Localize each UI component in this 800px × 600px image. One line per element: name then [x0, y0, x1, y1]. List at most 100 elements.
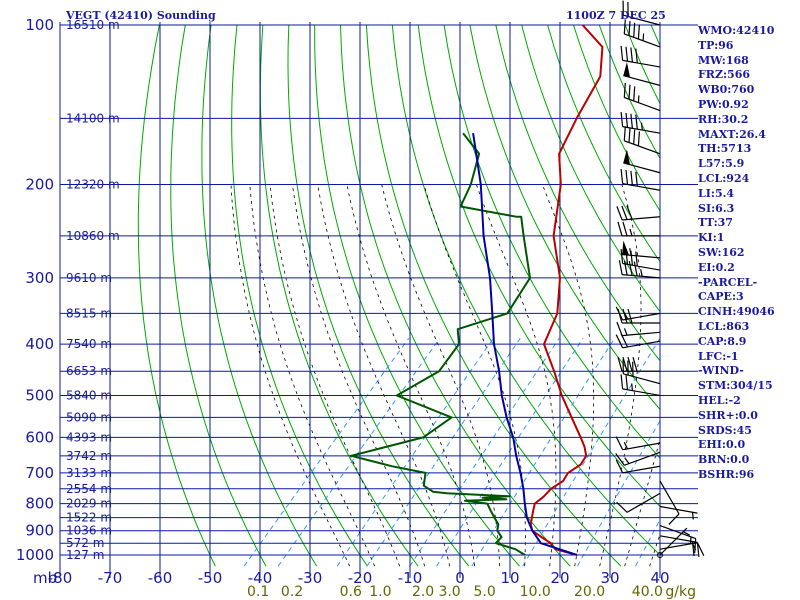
index-item: SRDS:45 — [698, 423, 752, 437]
index-item: LFC:-1 — [698, 349, 739, 363]
dry-adiabat — [417, 24, 660, 508]
height-label: 6653 m — [66, 364, 112, 378]
temperature-tick-label: 10 — [500, 569, 519, 587]
temperature-tick-label: -50 — [198, 569, 223, 587]
temperature-tick-label: -30 — [298, 569, 323, 587]
index-item: SI:6.3 — [698, 201, 735, 215]
index-item: SW:162 — [698, 245, 745, 259]
wind-barb — [615, 459, 661, 474]
mixing-ratio-label: 0.2 — [281, 584, 303, 600]
moist-adiabat — [542, 184, 595, 567]
moist-adiabat — [346, 184, 476, 567]
wind-barb — [616, 321, 661, 337]
index-item: TH:5713 — [698, 142, 752, 156]
wind-barb — [620, 45, 661, 68]
mixing-ratio-label: 3.0 — [438, 584, 460, 600]
dry-adiabat — [201, 24, 318, 567]
height-label: 3742 m — [66, 449, 112, 463]
mixing-ratio-label: 2.0 — [412, 584, 434, 600]
height-label: 2029 m — [66, 497, 112, 511]
index-item: FRZ:566 — [698, 68, 751, 82]
wind-barb — [659, 480, 680, 525]
index-list: WMO:42410 TP:96 MW:168 FRZ:566 WB0:760 PW:0.9… — [698, 24, 775, 483]
index-item: -WIND- — [698, 364, 744, 378]
mixing-ratio-line — [336, 338, 494, 567]
index-item: WB0:760 — [698, 83, 755, 97]
wind-barb — [623, 19, 661, 48]
pressure-tick-label: 400 — [25, 335, 54, 353]
moist-adiabat — [381, 184, 501, 567]
moist-adiabat — [624, 437, 660, 567]
index-item: EHI:0.0 — [698, 438, 746, 452]
wind-barb — [622, 359, 661, 385]
wind-barb — [615, 451, 661, 466]
dry-adiabat — [314, 25, 520, 567]
pressure-tick-label: 300 — [25, 269, 54, 287]
index-item: CINH:49046 — [698, 305, 775, 319]
height-label: 9610 m — [66, 271, 112, 285]
index-item: CAPE:3 — [698, 290, 744, 304]
index-item: BRN:0.0 — [698, 453, 750, 467]
index-item: WMO:42410 — [698, 24, 775, 37]
mixing-ratio-line — [522, 338, 660, 567]
temperature-tick-label: 40 — [650, 569, 669, 587]
mixing-ratio-line — [635, 518, 660, 567]
wind-barb — [659, 505, 698, 520]
dry-adiabat — [170, 24, 267, 567]
wind-barbs — [615, 0, 705, 558]
height-label: 1522 m — [66, 511, 112, 525]
mixing-ratio-label: 10.0 — [520, 584, 551, 600]
dry-adiabat — [781, 25, 800, 566]
moist-adiabat — [599, 184, 642, 567]
moist-adiabat — [292, 184, 426, 567]
dry-adiabat — [391, 24, 660, 556]
dewpoint-line — [350, 132, 531, 556]
mixing-ratio-label: 20.0 — [574, 584, 605, 600]
dry-adiabat — [469, 24, 660, 411]
dry-adiabat — [287, 24, 470, 567]
moist-adiabat — [230, 184, 351, 567]
temperature-tick-label: -20 — [348, 569, 373, 587]
wind-barb — [620, 169, 661, 191]
mixing-ratio-label: 40.0 — [632, 584, 663, 600]
pressure-tick-label: 700 — [25, 464, 54, 482]
temperature-tick-label: -70 — [98, 569, 123, 587]
dry-adiabat — [495, 24, 660, 362]
pressure-temperature-grid — [59, 22, 698, 578]
wind-barb — [659, 527, 690, 556]
sounding-series — [350, 24, 604, 556]
wind-barb — [620, 374, 661, 397]
height-label: 5090 m — [66, 410, 112, 424]
mixing-ratio-label: 5.0 — [473, 584, 495, 600]
height-label: 8515 m — [66, 306, 112, 320]
moist-adiabat — [317, 184, 451, 567]
index-item: PW:0.92 — [698, 97, 749, 111]
mixing-ratio-line — [243, 338, 410, 567]
wind-barb — [617, 221, 661, 237]
wind-barb — [615, 333, 661, 349]
index-item: RH:30.2 — [698, 112, 749, 126]
wind-barb — [622, 240, 661, 259]
moist-adiabat — [269, 184, 401, 567]
dry-adiabat — [340, 24, 571, 567]
index-item: MW:168 — [698, 53, 749, 67]
sounding-title: VEGT (42410) Sounding — [66, 9, 216, 22]
index-item: CAP:8.9 — [698, 334, 747, 348]
height-label: 3133 m — [66, 466, 112, 480]
dry-adiabat — [231, 24, 368, 567]
wind-barb — [616, 205, 661, 221]
height-label: 572 m — [66, 536, 104, 550]
sounding-time: 1100Z 7 DEC 25 — [566, 9, 666, 22]
height-label: 5840 m — [66, 388, 112, 402]
temperature-tick-label: -10 — [398, 569, 423, 587]
height-label: 16510 m — [66, 18, 120, 32]
temperature-line — [529, 24, 604, 556]
wind-barb — [623, 82, 661, 112]
mixing-ratio-line — [576, 419, 660, 567]
wind-barb — [659, 525, 697, 554]
height-label: 10860 m — [66, 229, 120, 243]
temperature-tick-label: -80 — [48, 569, 73, 587]
height-label: 2554 m — [66, 482, 112, 496]
